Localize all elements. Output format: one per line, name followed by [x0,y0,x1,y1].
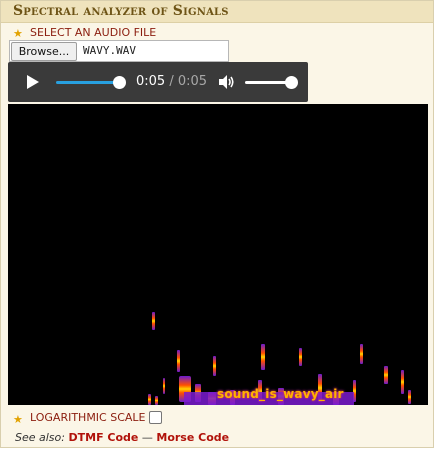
volume-slider[interactable] [245,81,291,84]
volume-icon[interactable] [218,74,236,90]
link-dtmf-code[interactable]: DTMF Code [68,431,139,444]
page-title: Spectral analyzer of Signals [13,3,229,19]
time-separator: / [169,74,174,89]
spectrogram-graphic [148,312,411,405]
spectrogram-canvas: sound_is_wavy_air [8,104,428,405]
browse-button[interactable]: Browse... [11,42,77,61]
file-select-label: SELECT AN AUDIO FILE [30,26,157,39]
time-display: 0:05 / 0:05 [136,74,207,89]
duration-time: 0:05 [177,74,208,89]
play-icon[interactable] [27,75,39,89]
log-scale-label: LOGARITHMIC SCALE [30,411,146,424]
current-time: 0:05 [136,74,166,89]
title-bar: Spectral analyzer of Signals [1,1,433,23]
see-also: See also: DTMF Code — Morse Code [15,431,229,444]
volume-slider-handle[interactable] [285,76,298,89]
star-icon: ★ [13,413,23,426]
log-scale-checkbox[interactable] [149,411,162,424]
seek-slider[interactable] [56,81,123,84]
star-icon: ★ [13,27,23,40]
file-input[interactable]: Browse... WAVY.WAV [9,40,229,62]
see-also-separator: — [141,431,153,444]
selected-file-name: WAVY.WAV [83,44,136,57]
see-also-prefix: See also: [15,431,65,444]
seek-slider-handle[interactable] [113,76,126,89]
link-morse-code[interactable]: Morse Code [156,431,230,444]
audio-player: 0:05 / 0:05 [8,62,308,102]
spectrogram-hidden-message: sound_is_wavy_air [217,387,344,401]
